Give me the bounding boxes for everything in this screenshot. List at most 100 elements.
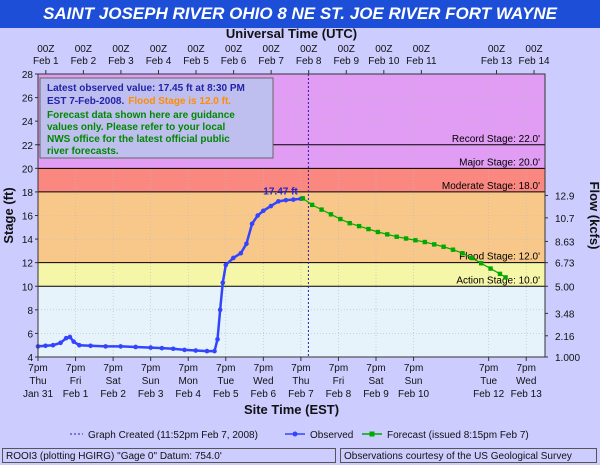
y2-axis-title: Flow (kcfs): [587, 182, 600, 250]
top-tick-date-12: Feb 14: [518, 56, 550, 67]
observed-point-2: [50, 342, 56, 348]
observed-point-32: [291, 197, 296, 202]
stage-threshold-lines: Record Stage: 22.0' Major Stage: 20.0' Mod…: [38, 134, 545, 287]
y2-tick-label-5: 8.63: [555, 237, 575, 248]
y-tick-label-20: 20: [22, 164, 34, 175]
top-tick-time-1: 00Z: [75, 44, 92, 55]
forecast-point-2: [319, 207, 324, 212]
bottom-tick-day-11: Tue: [480, 376, 497, 387]
top-tick-time-11: 00Z: [488, 44, 505, 55]
y2-tick-label-0: 1.000: [555, 353, 580, 364]
forecast-point-12: [413, 238, 418, 243]
stage-label-3: Flood Stage: 12.0': [459, 252, 540, 263]
forecast-point-6: [356, 223, 362, 229]
legend: Graph Created (11:52pm Feb 7, 2008) Obser…: [70, 430, 529, 441]
bottom-tick-time-1: 7pm: [66, 363, 85, 374]
forecast-point-7: [366, 226, 371, 232]
bottom-tick-time-2: 7pm: [103, 363, 122, 374]
info-latest-line: Latest observed value: 17.45 ft at 8:30 …: [47, 83, 245, 94]
forecast-point-11: [403, 236, 409, 241]
y2-tick-label-6: 10.7: [555, 214, 575, 225]
top-tick-time-7: 00Z: [300, 44, 317, 55]
bottom-tick-day-3: Sun: [142, 376, 160, 387]
forecast-point-19: [478, 261, 484, 266]
top-tick-time-9: 00Z: [375, 44, 392, 55]
forecast-point-21: [497, 271, 503, 277]
observed-point-15: [182, 347, 187, 353]
top-tick-date-7: Feb 8: [296, 56, 322, 67]
info-box: Latest observed value: 17.45 ft at 8:30 …: [39, 77, 274, 159]
bottom-tick-date-1: Feb 1: [63, 389, 89, 400]
info-body-line-3: NWS office for the latest official publi…: [47, 134, 230, 145]
top-tick-time-12: 00Z: [525, 44, 542, 55]
y-tick-label-24: 24: [22, 117, 34, 128]
observed-point-1: [43, 343, 48, 349]
top-tick-date-10: Feb 11: [406, 56, 437, 67]
forecast-point-5: [347, 220, 352, 226]
bottom-tick-time-11: 7pm: [479, 363, 498, 374]
bottom-tick-day-2: Sat: [106, 376, 121, 387]
legend-observed-label: Observed: [310, 430, 353, 441]
observed-point-20: [217, 307, 223, 313]
bottom-tick-time-0: 7pm: [28, 363, 47, 374]
top-tick-time-0: 00Z: [37, 44, 54, 55]
stage-band-2: [38, 191, 545, 263]
legend-created-label: Graph Created (11:52pm Feb 7, 2008): [88, 430, 258, 441]
stage-label-0: Record Stage: 22.0': [452, 134, 540, 145]
top-tick-time-8: 00Z: [338, 44, 355, 55]
info-flood-stage: Flood Stage is 12.0 ft.: [128, 96, 231, 107]
top-tick-date-2: Feb 3: [108, 56, 134, 67]
y-tick-label-12: 12: [22, 259, 34, 270]
observed-point-5: [67, 334, 73, 340]
bottom-tick-day-10: Sun: [405, 376, 423, 387]
info-date-line: EST 7-Feb-2008. Flood Stage is 12.0 ft.: [47, 96, 231, 107]
y2-tick-label-2: 3.48: [555, 309, 575, 320]
observed-point-16: [193, 348, 199, 353]
series-layer: 17.47 ft: [35, 74, 508, 357]
forecast-point-9: [385, 232, 390, 237]
top-tick-time-10: 00Z: [413, 44, 430, 55]
bottom-tick-date-9: Feb 9: [363, 389, 389, 400]
top-tick-time-3: 00Z: [150, 44, 167, 55]
observed-point-12: [148, 345, 153, 350]
top-tick-time-2: 00Z: [112, 44, 129, 55]
top-tick-date-11: Feb 13: [481, 56, 513, 67]
y-tick-label-16: 16: [22, 212, 34, 223]
observed-point-29: [268, 203, 274, 209]
top-tick-time-4: 00Z: [187, 44, 204, 55]
observed-point-30: [276, 199, 281, 204]
observed-point-17: [204, 348, 210, 354]
forecast-point-22: [503, 275, 508, 280]
observed-point-28: [261, 208, 266, 214]
forecast-point-13: [422, 239, 428, 245]
top-tick-date-0: Feb 1: [33, 56, 59, 67]
bottom-tick-date-0: Jan 31: [23, 389, 53, 400]
bottom-tick-time-4: 7pm: [178, 363, 197, 374]
observed-point-23: [230, 255, 236, 261]
observed-point-18: [212, 348, 217, 354]
observed-point-27: [255, 213, 260, 218]
bottom-tick-day-12: Wed: [516, 376, 536, 387]
forecast-point-14: [432, 242, 437, 247]
observed-point-31: [283, 197, 289, 203]
y2-tick-label-1: 2.16: [555, 332, 575, 343]
observed-point-10: [118, 344, 123, 349]
y-axis-title: Stage (ft): [1, 187, 16, 243]
top-tick-date-9: Feb 10: [368, 56, 400, 67]
observed-point-26: [249, 221, 255, 227]
bottom-tick-day-9: Sat: [368, 376, 383, 387]
bottom-tick-date-11: Feb 12: [473, 389, 505, 400]
bottom-tick-date-4: Feb 4: [175, 389, 201, 400]
observed-point-22: [223, 262, 229, 268]
bottom-tick-day-6: Wed: [253, 376, 273, 387]
forecast-point-16: [450, 247, 456, 252]
forecast-point-10: [394, 234, 399, 239]
top-tick-date-5: Feb 6: [221, 56, 247, 67]
forecast-point-20: [488, 266, 493, 271]
bottom-tick-date-10: Feb 10: [398, 389, 430, 400]
stage-band-1: [38, 262, 545, 287]
y2-tick-label-3: 5.00: [555, 282, 575, 293]
y2-tick-label-7: 12.9: [555, 191, 575, 202]
observed-point-7: [77, 342, 82, 348]
